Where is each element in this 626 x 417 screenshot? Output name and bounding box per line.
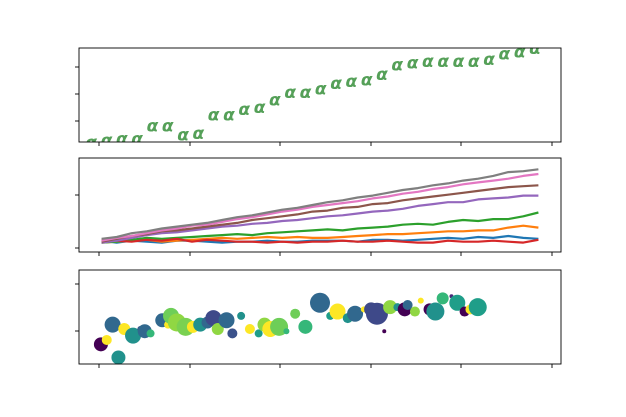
alpha-marker: α xyxy=(529,39,541,59)
series-line-4 xyxy=(101,237,539,244)
alpha-marker: α xyxy=(208,105,220,125)
scatter-point xyxy=(310,292,330,313)
alpha-marker: α xyxy=(407,54,419,74)
scatter-point xyxy=(227,328,238,339)
alpha-marker: α xyxy=(453,52,465,72)
scatter-point xyxy=(237,311,246,320)
alpha-marker: α xyxy=(85,133,97,153)
alpha-marker: α xyxy=(147,116,159,136)
scatter-point xyxy=(426,302,445,321)
alpha-marker: α xyxy=(346,72,358,92)
axes-frame xyxy=(78,157,562,253)
axes-frame xyxy=(78,269,562,365)
alpha-marker: α xyxy=(101,131,113,151)
scatter-point xyxy=(205,310,222,327)
alpha-marker: α xyxy=(162,116,174,136)
scatter-point xyxy=(146,329,155,338)
scatter-point xyxy=(283,328,290,335)
alpha-marker: α xyxy=(468,52,480,72)
scatter-point xyxy=(104,316,121,333)
scatter-point xyxy=(365,302,388,325)
alpha-marker: α xyxy=(238,100,250,120)
alpha-marker: α xyxy=(131,129,143,149)
series-line-6 xyxy=(101,184,539,243)
alpha-marker: α xyxy=(254,98,266,118)
scatter-point xyxy=(329,303,346,320)
alpha-marker: α xyxy=(391,56,403,76)
scatter-point xyxy=(347,305,364,322)
alpha-marker: α xyxy=(300,83,312,103)
alpha-marker: α xyxy=(284,83,296,103)
series-line-7 xyxy=(101,172,539,242)
alpha-marker: α xyxy=(422,52,434,72)
scatter-point xyxy=(383,300,398,315)
subplot-line-series xyxy=(75,157,562,256)
alpha-marker: α xyxy=(315,80,327,100)
scatter-point xyxy=(409,306,420,317)
scatter-point xyxy=(125,327,142,344)
alpha-marker: α xyxy=(483,50,495,70)
scatter-point xyxy=(218,312,235,329)
scatter-point xyxy=(417,297,424,304)
series-line-5 xyxy=(101,194,539,244)
scatter-point xyxy=(254,329,263,338)
scatter-point xyxy=(468,298,487,317)
scatter-point xyxy=(244,324,255,335)
scatter-point xyxy=(436,292,449,305)
alpha-marker: α xyxy=(116,129,128,149)
alpha-marker: α xyxy=(437,52,449,72)
alpha-marker: α xyxy=(499,45,511,65)
scatter-point xyxy=(382,329,387,334)
axes-frame xyxy=(78,47,562,143)
alpha-marker-group: α α α αα α α αα α α α α α α α α α α α α α α α α α α α α α xyxy=(85,39,541,153)
alpha-marker: α xyxy=(361,70,373,90)
scatter-point xyxy=(402,299,413,310)
alpha-marker: α xyxy=(514,43,526,63)
alpha-marker: α xyxy=(223,105,235,125)
alpha-marker: α xyxy=(376,65,388,85)
alpha-marker: α xyxy=(177,126,189,146)
scatter-point xyxy=(290,308,301,319)
alpha-marker: α xyxy=(330,74,342,94)
alpha-marker: α xyxy=(269,91,281,111)
subplot-bubble-scatter xyxy=(75,269,562,368)
scatter-point xyxy=(101,334,112,345)
subplot-alpha-markers: α α α αα α α αα α α α α α α α α α α α α α α α α α α α α α xyxy=(75,39,562,153)
scatter-point xyxy=(211,323,224,336)
series-line-2 xyxy=(101,224,539,244)
alpha-marker: α xyxy=(193,124,205,144)
scatter-point xyxy=(298,319,313,334)
scatter-point xyxy=(449,294,466,311)
series-line-8 xyxy=(101,168,539,240)
scatter-point xyxy=(111,350,126,365)
